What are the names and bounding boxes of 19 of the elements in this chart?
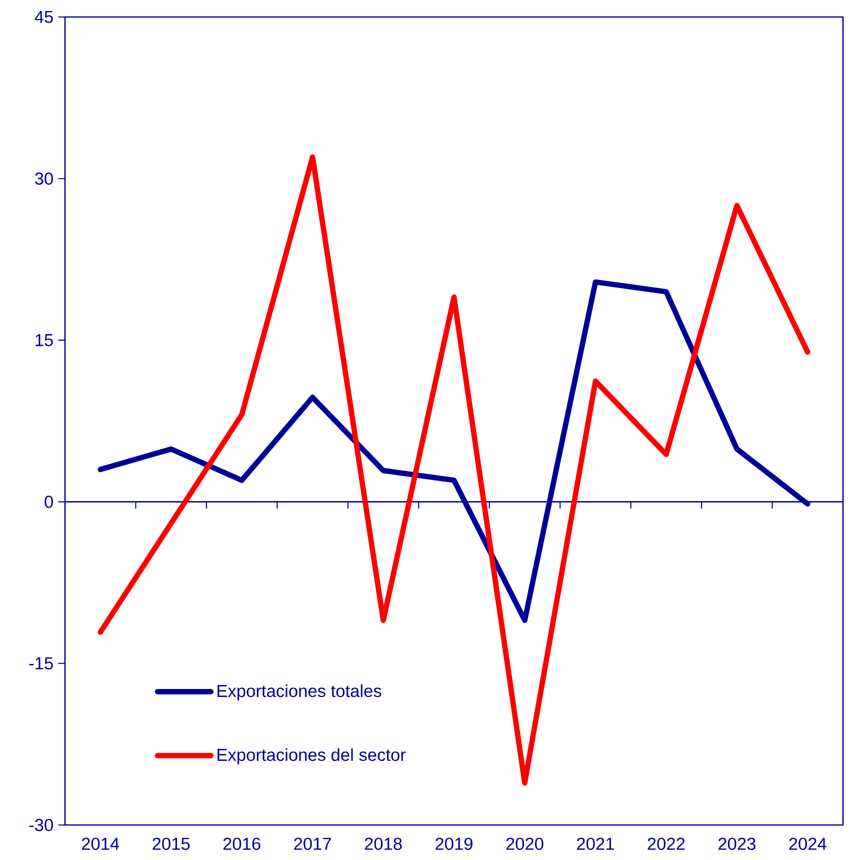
y-tick-label: 45 xyxy=(34,10,53,24)
legend-label: Exportaciones del sector xyxy=(218,748,406,764)
x-tick-label: 2019 xyxy=(436,838,472,850)
x-tick-label: 2016 xyxy=(223,838,260,850)
y-tick-label: 30 xyxy=(35,172,53,185)
legend-label: Exportaciones totales xyxy=(218,684,382,701)
x-tick-label: 2020 xyxy=(506,838,544,850)
y-tick-label: 15 xyxy=(36,334,53,346)
y-tick-label: 0 xyxy=(44,496,53,508)
x-tick-label: 2015 xyxy=(152,838,190,850)
x-tick-label: 2018 xyxy=(364,838,402,850)
y-tick-label: -15 xyxy=(29,657,53,670)
x-tick-label: 2022 xyxy=(648,838,685,850)
x-tick-label: 2021 xyxy=(577,838,614,850)
y-tick-label: -30 xyxy=(29,818,53,832)
x-tick-label: 2024 xyxy=(789,838,826,850)
x-tick-label: 2017 xyxy=(294,838,331,850)
x-tick-label: 2014 xyxy=(82,838,120,850)
x-tick-label: 2023 xyxy=(718,838,756,850)
